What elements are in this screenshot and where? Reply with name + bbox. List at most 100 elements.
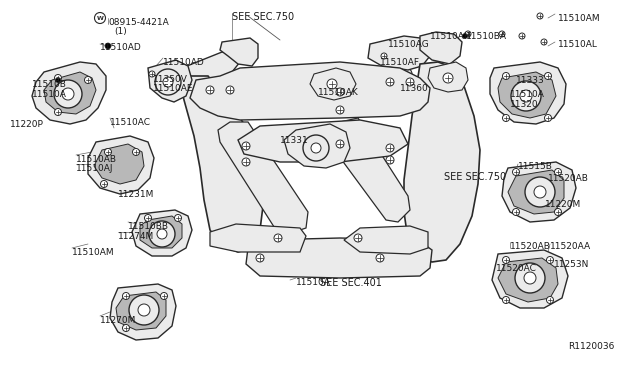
- Circle shape: [149, 221, 175, 247]
- Polygon shape: [94, 144, 144, 184]
- Text: 11231M: 11231M: [118, 190, 154, 199]
- Text: 11510AE: 11510AE: [153, 84, 193, 93]
- Text: 11331: 11331: [280, 136, 308, 145]
- Circle shape: [525, 177, 555, 207]
- Polygon shape: [196, 88, 250, 242]
- Circle shape: [376, 254, 384, 262]
- Polygon shape: [238, 120, 408, 162]
- Circle shape: [515, 263, 545, 293]
- Circle shape: [524, 272, 536, 284]
- Text: SEE SEC.750: SEE SEC.750: [444, 172, 506, 182]
- Circle shape: [216, 76, 228, 88]
- Circle shape: [95, 13, 106, 23]
- Circle shape: [161, 292, 168, 299]
- Circle shape: [386, 156, 394, 164]
- Circle shape: [62, 88, 74, 100]
- Polygon shape: [140, 216, 182, 248]
- Polygon shape: [328, 118, 410, 222]
- Circle shape: [303, 135, 329, 161]
- Circle shape: [513, 208, 520, 215]
- Text: 08915-4421A: 08915-4421A: [108, 18, 169, 27]
- Polygon shape: [32, 62, 106, 124]
- Circle shape: [256, 254, 264, 262]
- Circle shape: [465, 31, 471, 37]
- Circle shape: [175, 215, 182, 221]
- Circle shape: [129, 295, 159, 325]
- Circle shape: [190, 78, 202, 90]
- Circle shape: [132, 148, 140, 155]
- Circle shape: [242, 158, 250, 166]
- Circle shape: [545, 115, 552, 122]
- Circle shape: [104, 148, 111, 155]
- Text: 11520AC: 11520AC: [496, 264, 537, 273]
- Polygon shape: [182, 52, 240, 80]
- Circle shape: [554, 169, 561, 176]
- Circle shape: [502, 296, 509, 304]
- Circle shape: [155, 69, 181, 95]
- Polygon shape: [180, 76, 264, 252]
- Circle shape: [386, 144, 394, 152]
- Polygon shape: [502, 162, 576, 222]
- Text: 11510AC: 11510AC: [110, 118, 151, 127]
- Circle shape: [206, 86, 214, 94]
- Circle shape: [54, 74, 61, 81]
- Polygon shape: [498, 258, 558, 302]
- Text: 11515B: 11515B: [518, 162, 553, 171]
- Polygon shape: [284, 124, 350, 168]
- Circle shape: [381, 53, 387, 59]
- Circle shape: [511, 81, 541, 111]
- Circle shape: [274, 234, 282, 242]
- Polygon shape: [132, 210, 192, 256]
- Circle shape: [443, 73, 453, 83]
- Circle shape: [157, 229, 167, 239]
- Polygon shape: [116, 292, 166, 330]
- Circle shape: [100, 180, 108, 187]
- Text: 11220P: 11220P: [10, 120, 44, 129]
- Circle shape: [311, 143, 321, 153]
- Polygon shape: [148, 60, 192, 102]
- Polygon shape: [220, 38, 258, 66]
- Circle shape: [242, 142, 250, 150]
- Circle shape: [54, 109, 61, 115]
- Circle shape: [122, 292, 129, 299]
- Text: 11253N: 11253N: [554, 260, 589, 269]
- Text: 11510A: 11510A: [32, 90, 67, 99]
- Circle shape: [554, 208, 561, 215]
- Polygon shape: [250, 126, 396, 154]
- Polygon shape: [508, 170, 564, 214]
- Circle shape: [122, 324, 129, 331]
- Text: R1120036: R1120036: [568, 342, 614, 351]
- Text: 11333: 11333: [516, 76, 545, 85]
- Circle shape: [386, 78, 394, 86]
- Text: W: W: [97, 16, 104, 20]
- Circle shape: [534, 186, 546, 198]
- Text: SEE SEC.750: SEE SEC.750: [232, 12, 294, 22]
- Polygon shape: [190, 62, 430, 120]
- Circle shape: [513, 169, 520, 176]
- Text: 11510AM: 11510AM: [558, 14, 600, 23]
- Text: (1): (1): [114, 27, 127, 36]
- Polygon shape: [246, 238, 432, 278]
- Text: 11510AF: 11510AF: [380, 58, 420, 67]
- Circle shape: [149, 71, 155, 77]
- Text: 11520AA: 11520AA: [550, 242, 591, 251]
- Text: 11510AD: 11510AD: [163, 58, 205, 67]
- Circle shape: [138, 304, 150, 316]
- Text: 11510AH: 11510AH: [430, 32, 472, 41]
- Circle shape: [499, 31, 505, 37]
- Text: 11510AK: 11510AK: [318, 88, 359, 97]
- Circle shape: [327, 79, 337, 89]
- Text: 11510AM: 11510AM: [72, 248, 115, 257]
- Circle shape: [336, 106, 344, 114]
- Text: 11360: 11360: [400, 84, 429, 93]
- Text: 11510AB: 11510AB: [76, 155, 117, 164]
- Circle shape: [145, 215, 152, 221]
- Circle shape: [547, 257, 554, 263]
- Polygon shape: [492, 250, 568, 308]
- Polygon shape: [428, 62, 468, 92]
- Text: 11220M: 11220M: [545, 200, 581, 209]
- Polygon shape: [344, 226, 428, 254]
- Polygon shape: [310, 68, 356, 100]
- Circle shape: [520, 90, 532, 102]
- Circle shape: [541, 39, 547, 45]
